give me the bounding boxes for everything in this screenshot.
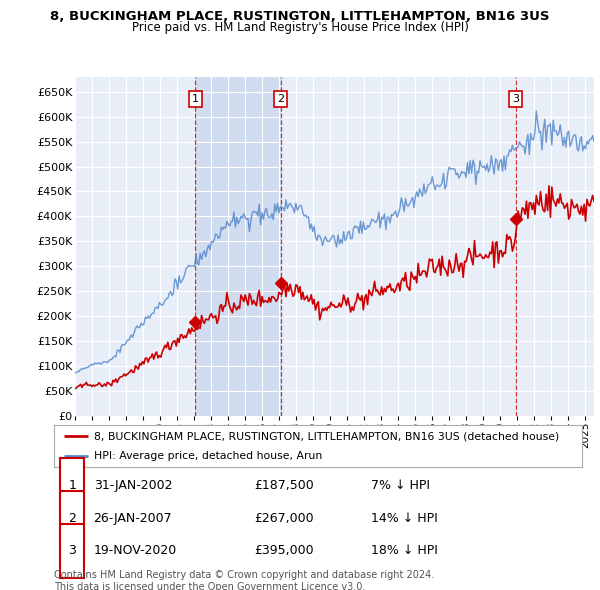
Text: 19-NOV-2020: 19-NOV-2020 [94,544,177,557]
Text: 1: 1 [68,479,76,492]
Text: 7% ↓ HPI: 7% ↓ HPI [371,479,430,492]
Text: £187,500: £187,500 [254,479,314,492]
FancyBboxPatch shape [61,458,84,512]
Text: 26-JAN-2007: 26-JAN-2007 [94,512,172,525]
Text: 2: 2 [277,94,284,104]
Text: 1: 1 [192,94,199,104]
Text: 31-JAN-2002: 31-JAN-2002 [94,479,172,492]
Bar [196,77,281,416]
FancyBboxPatch shape [61,524,84,578]
FancyBboxPatch shape [61,491,84,545]
Text: 14% ↓ HPI: 14% ↓ HPI [371,512,437,525]
Text: 3: 3 [512,94,519,104]
Text: 3: 3 [68,544,76,557]
Text: 18% ↓ HPI: 18% ↓ HPI [371,544,437,557]
Text: 2: 2 [68,512,76,525]
Text: 8, BUCKINGHAM PLACE, RUSTINGTON, LITTLEHAMPTON, BN16 3US: 8, BUCKINGHAM PLACE, RUSTINGTON, LITTLEH… [50,10,550,23]
Text: 8, BUCKINGHAM PLACE, RUSTINGTON, LITTLEHAMPTON, BN16 3US (detached house): 8, BUCKINGHAM PLACE, RUSTINGTON, LITTLEH… [94,431,559,441]
Text: £395,000: £395,000 [254,544,314,557]
Text: HPI: Average price, detached house, Arun: HPI: Average price, detached house, Arun [94,451,322,461]
Text: Contains HM Land Registry data © Crown copyright and database right 2024.
This d: Contains HM Land Registry data © Crown c… [54,570,434,590]
Text: Price paid vs. HM Land Registry's House Price Index (HPI): Price paid vs. HM Land Registry's House … [131,21,469,34]
Text: £267,000: £267,000 [254,512,314,525]
